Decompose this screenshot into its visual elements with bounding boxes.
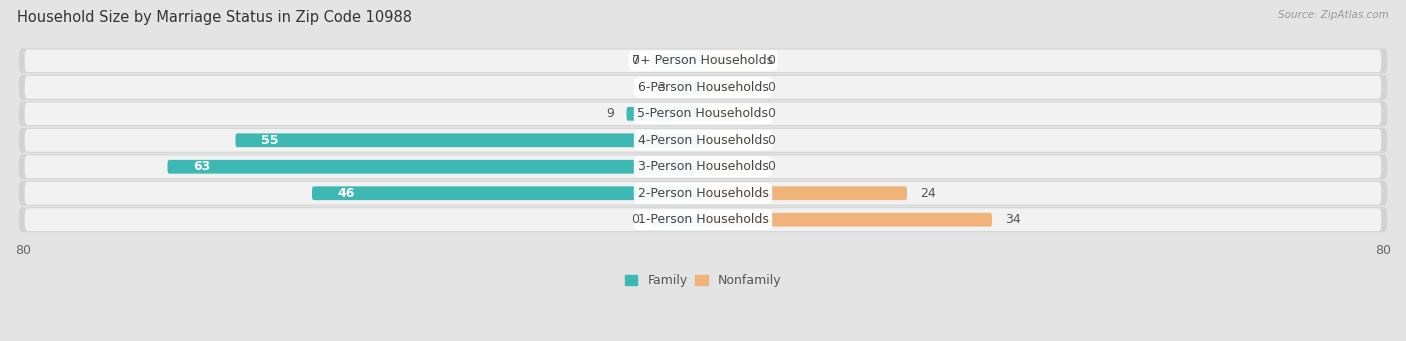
Text: 2-Person Households: 2-Person Households (637, 187, 769, 200)
Text: 5-Person Households: 5-Person Households (637, 107, 769, 120)
FancyBboxPatch shape (18, 101, 1388, 126)
FancyBboxPatch shape (235, 133, 703, 147)
Text: 0: 0 (631, 213, 640, 226)
FancyBboxPatch shape (703, 213, 993, 227)
Text: Source: ZipAtlas.com: Source: ZipAtlas.com (1278, 10, 1389, 20)
Text: Household Size by Marriage Status in Zip Code 10988: Household Size by Marriage Status in Zip… (17, 10, 412, 25)
FancyBboxPatch shape (25, 155, 1381, 178)
Text: 0: 0 (766, 134, 775, 147)
FancyBboxPatch shape (25, 129, 1381, 152)
FancyBboxPatch shape (703, 160, 754, 174)
Text: 3: 3 (657, 81, 665, 94)
Text: 0: 0 (631, 54, 640, 67)
FancyBboxPatch shape (627, 107, 703, 121)
FancyBboxPatch shape (703, 54, 754, 68)
Text: 1-Person Households: 1-Person Households (637, 213, 769, 226)
Text: 46: 46 (337, 187, 354, 200)
Legend: Family, Nonfamily: Family, Nonfamily (624, 274, 782, 287)
Text: 63: 63 (193, 160, 211, 173)
FancyBboxPatch shape (18, 48, 1388, 73)
Text: 9: 9 (606, 107, 614, 120)
FancyBboxPatch shape (18, 181, 1388, 206)
FancyBboxPatch shape (25, 208, 1381, 231)
FancyBboxPatch shape (167, 160, 703, 174)
Text: 3-Person Households: 3-Person Households (637, 160, 769, 173)
FancyBboxPatch shape (703, 133, 754, 147)
FancyBboxPatch shape (678, 80, 703, 94)
FancyBboxPatch shape (703, 80, 754, 94)
Text: 0: 0 (766, 107, 775, 120)
FancyBboxPatch shape (18, 128, 1388, 153)
Text: 0: 0 (766, 54, 775, 67)
FancyBboxPatch shape (18, 154, 1388, 179)
FancyBboxPatch shape (312, 187, 703, 200)
Text: 24: 24 (920, 187, 935, 200)
Text: 4-Person Households: 4-Person Households (637, 134, 769, 147)
Text: 0: 0 (766, 81, 775, 94)
FancyBboxPatch shape (703, 187, 907, 200)
FancyBboxPatch shape (25, 102, 1381, 125)
Text: 0: 0 (766, 160, 775, 173)
FancyBboxPatch shape (18, 207, 1388, 232)
FancyBboxPatch shape (703, 107, 754, 121)
Text: 6-Person Households: 6-Person Households (637, 81, 769, 94)
FancyBboxPatch shape (25, 76, 1381, 99)
FancyBboxPatch shape (652, 213, 703, 227)
FancyBboxPatch shape (25, 49, 1381, 72)
FancyBboxPatch shape (18, 75, 1388, 100)
Text: 55: 55 (262, 134, 278, 147)
Text: 34: 34 (1005, 213, 1021, 226)
Text: 7+ Person Households: 7+ Person Households (633, 54, 773, 67)
FancyBboxPatch shape (652, 54, 703, 68)
FancyBboxPatch shape (25, 182, 1381, 205)
